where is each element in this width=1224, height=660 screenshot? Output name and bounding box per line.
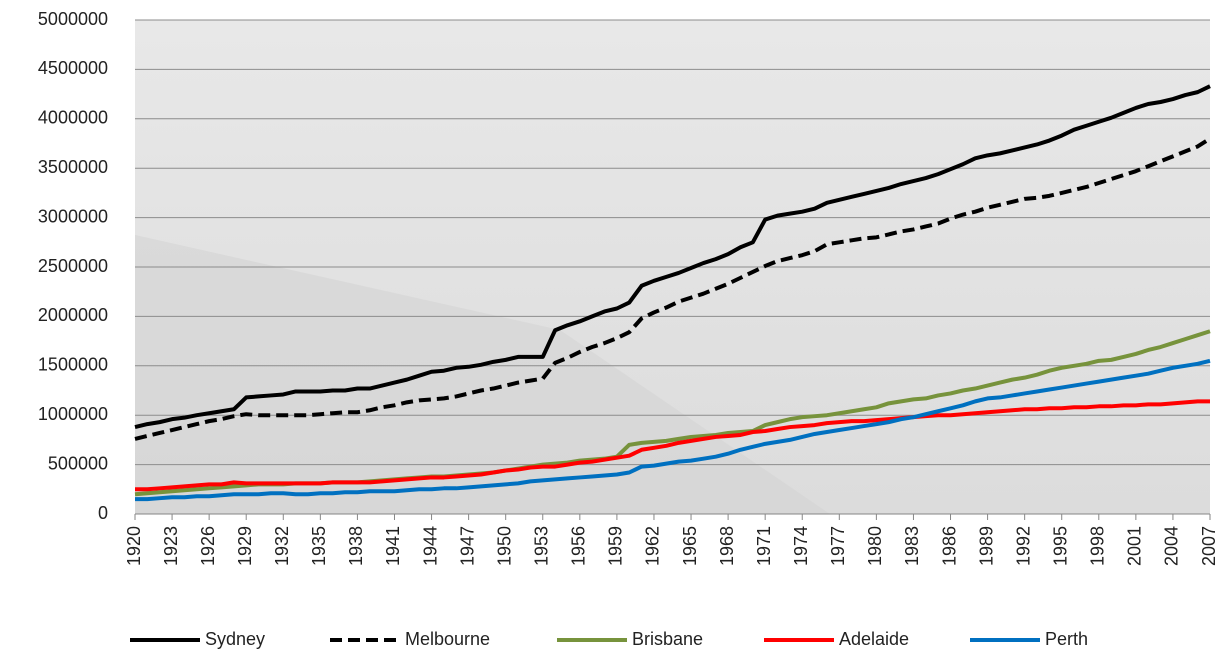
x-tick-label: 1941 (383, 526, 403, 566)
legend-item: Sydney (130, 629, 265, 649)
x-tick-label: 1962 (643, 526, 663, 566)
x-tick-label: 1983 (902, 526, 922, 566)
series-line (135, 358, 1211, 502)
x-tick-label: 1968 (717, 526, 737, 566)
y-tick-label: 1500000 (38, 355, 108, 375)
x-tick-label: 2004 (1162, 526, 1182, 566)
x-tick-label: 2001 (1125, 526, 1145, 566)
x-tick-label: 1953 (532, 526, 552, 566)
legend-item: Brisbane (557, 629, 703, 649)
x-tick-label: 1989 (976, 526, 996, 566)
x-tick-label: 1959 (606, 526, 626, 566)
x-tick-label: 1986 (939, 526, 959, 566)
x-tick-label: 1995 (1050, 526, 1070, 566)
legend-label: Melbourne (405, 629, 490, 649)
x-tick-label: 1935 (309, 526, 329, 566)
x-tick-label: 1971 (754, 526, 774, 566)
y-tick-label: 2500000 (38, 256, 108, 276)
x-tick-label: 1965 (680, 526, 700, 566)
legend-item: Perth (970, 629, 1088, 649)
x-tick-label: 1929 (235, 526, 255, 566)
y-tick-label: 4000000 (38, 108, 108, 128)
series-line (134, 136, 1212, 441)
legend-label: Adelaide (839, 629, 909, 649)
x-tick-label: 1992 (1013, 526, 1033, 566)
legend-label: Sydney (205, 629, 265, 649)
x-tick-label: 1956 (569, 526, 589, 566)
y-tick-label: 5000000 (38, 9, 108, 29)
x-tick-label: 1920 (124, 526, 144, 566)
y-tick-label: 500000 (48, 453, 108, 473)
y-tick-label: 3500000 (38, 157, 108, 177)
legend-label: Brisbane (632, 629, 703, 649)
background-image (135, 235, 830, 514)
x-tick-label: 1944 (420, 526, 440, 566)
y-tick-label: 3000000 (38, 206, 108, 226)
x-tick-label: 1947 (457, 526, 477, 566)
x-tick-label: 1938 (346, 526, 366, 566)
y-tick-label: 0 (98, 503, 108, 523)
x-tick-label: 1998 (1088, 526, 1108, 566)
series-line (134, 84, 1211, 430)
x-tick-label: 2007 (1199, 526, 1219, 566)
x-tick-label: 1974 (791, 526, 811, 566)
x-tick-label: 1980 (865, 526, 885, 566)
x-tick-label: 1977 (828, 526, 848, 566)
legend-item: Adelaide (764, 629, 909, 649)
x-tick-label: 1950 (494, 526, 514, 566)
y-tick-label: 2000000 (38, 305, 108, 325)
x-tick-label: 1932 (272, 526, 292, 566)
legend-item: Melbourne (330, 629, 490, 649)
x-tick-label: 1926 (198, 526, 218, 566)
series-line (135, 399, 1210, 492)
y-tick-label: 1000000 (38, 404, 108, 424)
legend-label: Perth (1045, 629, 1088, 649)
y-tick-label: 4500000 (38, 58, 108, 78)
x-tick-label: 1923 (161, 526, 181, 566)
